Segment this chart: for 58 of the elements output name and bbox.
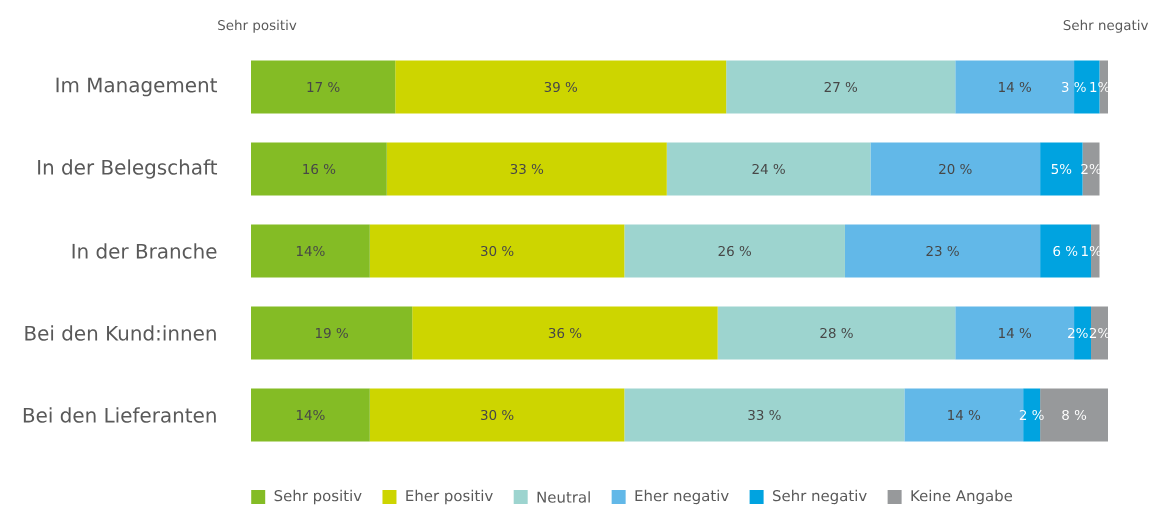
data-label: 14 % [948, 409, 981, 421]
y-tick-label: Im Management [56, 77, 217, 97]
bar [369, 388, 625, 442]
bar [251, 142, 387, 196]
data-label: 14 % [999, 81, 1032, 93]
legend-label: Sehr negativ [772, 489, 867, 505]
data-label: 14% [296, 409, 325, 421]
legend-label: Eher positiv [406, 489, 493, 505]
text: Sehr negativ [1063, 19, 1149, 33]
data-label: 24 % [752, 163, 785, 175]
y-tick-label: Bei den Kund:innen [25, 325, 216, 341]
data-label: 16 % [303, 163, 336, 175]
bar [955, 60, 1075, 114]
bar [726, 60, 956, 114]
y-tick-label: In der Branche [72, 243, 217, 259]
bar [251, 224, 370, 278]
bar [251, 388, 370, 442]
data-label: 23 % [926, 245, 959, 257]
data-label: 19 % [316, 327, 348, 339]
bar [395, 60, 727, 114]
bar [412, 306, 718, 360]
legend-label: Eher negativ [635, 489, 729, 505]
data-label: 33 % [748, 409, 781, 421]
data-label: 28 % [820, 327, 853, 339]
data-label: 39 % [544, 81, 578, 93]
data-label: 8 % [1062, 409, 1087, 421]
data-label: 14 % [999, 327, 1032, 339]
bar [904, 388, 1024, 442]
bar [624, 224, 845, 278]
legend-label: Keine Angabe [911, 489, 1013, 505]
bar [844, 224, 1041, 278]
legend-label: Sehr positiv [274, 489, 362, 505]
data-label: 5% [1051, 163, 1072, 175]
legend-label: Neutral [537, 491, 590, 503]
bar [251, 60, 396, 114]
bar [717, 306, 956, 360]
y-tick-label: In der Belegschaft [38, 159, 218, 179]
bar [251, 306, 413, 360]
data-label: 36 % [548, 327, 582, 339]
bar [666, 142, 871, 196]
data-label: 2% [1068, 327, 1088, 339]
data-label: 33 % [510, 163, 544, 175]
bar [369, 224, 625, 278]
bar [386, 142, 667, 196]
data-label: 30 % [481, 245, 514, 257]
bar [624, 388, 905, 442]
data-label: 30 % [481, 409, 514, 421]
data-label: 27 % [824, 81, 858, 93]
bar [870, 142, 1041, 196]
data-label: 3 % [1061, 81, 1086, 93]
data-label: 14% [296, 245, 325, 257]
data-label: 26 % [718, 245, 751, 257]
data-label: 17 % [307, 81, 340, 93]
bar [1040, 142, 1083, 196]
text: Sehr positiv [218, 19, 297, 33]
data-label: 6 % [1053, 245, 1078, 257]
data-label: 20 % [939, 163, 972, 175]
y-tick-label: Bei den Lieferanten [23, 407, 216, 423]
